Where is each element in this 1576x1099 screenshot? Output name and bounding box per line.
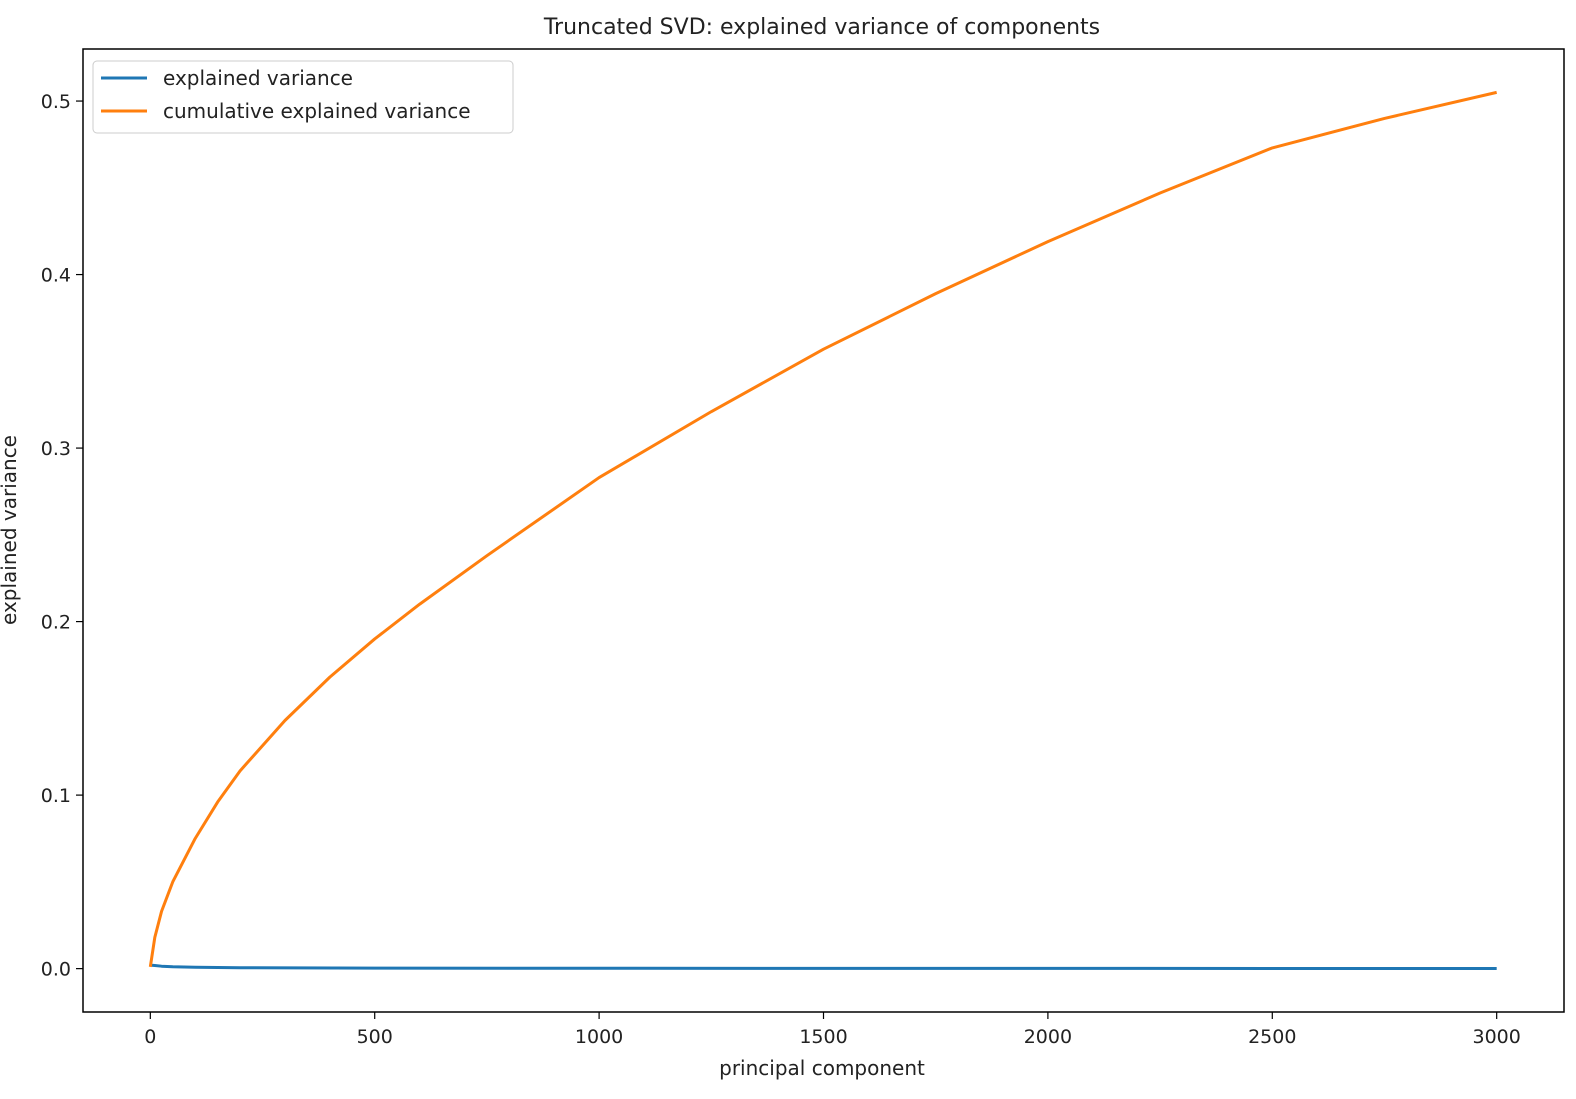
- x-tick-label: 2000: [1024, 1026, 1072, 1048]
- x-tick-label: 500: [357, 1026, 393, 1048]
- x-axis-label: principal component: [719, 1056, 925, 1080]
- legend-label-cumulative-explained-variance: cumulative explained variance: [163, 99, 471, 123]
- legend-label-explained-variance: explained variance: [163, 66, 353, 90]
- y-tick-label: 0.4: [41, 265, 71, 287]
- series-line-cumulative-explained-variance: [148, 90, 1498, 968]
- x-axis: 0 500 1000 1500 2000 2500 3000: [144, 1012, 1521, 1048]
- x-tick-label: 1000: [575, 1026, 623, 1048]
- x-tick-label: 0: [144, 1026, 156, 1048]
- legend-box: [92, 60, 514, 134]
- y-axis-label: explained variance: [0, 435, 21, 625]
- series-line-explained-variance: [150, 963, 1497, 970]
- y-tick-label: 0.5: [41, 91, 71, 113]
- chart-title: Truncated SVD: explained variance of com…: [543, 15, 1100, 40]
- x-tick-label: 2500: [1248, 1026, 1296, 1048]
- y-tick-label: 0.3: [41, 438, 71, 460]
- y-tick-label: 0.2: [41, 612, 71, 634]
- y-axis: 0.0 0.1 0.2 0.3 0.4 0.5: [41, 91, 83, 981]
- y-tick-label: 0.1: [41, 785, 71, 807]
- series-layer: [148, 90, 1498, 970]
- x-tick-label: 1500: [799, 1026, 847, 1048]
- x-tick-label: 3000: [1473, 1026, 1521, 1048]
- y-tick-label: 0.0: [41, 959, 71, 981]
- plot-area: [82, 48, 1565, 1013]
- legend: explained variance cumulative explained …: [92, 60, 514, 134]
